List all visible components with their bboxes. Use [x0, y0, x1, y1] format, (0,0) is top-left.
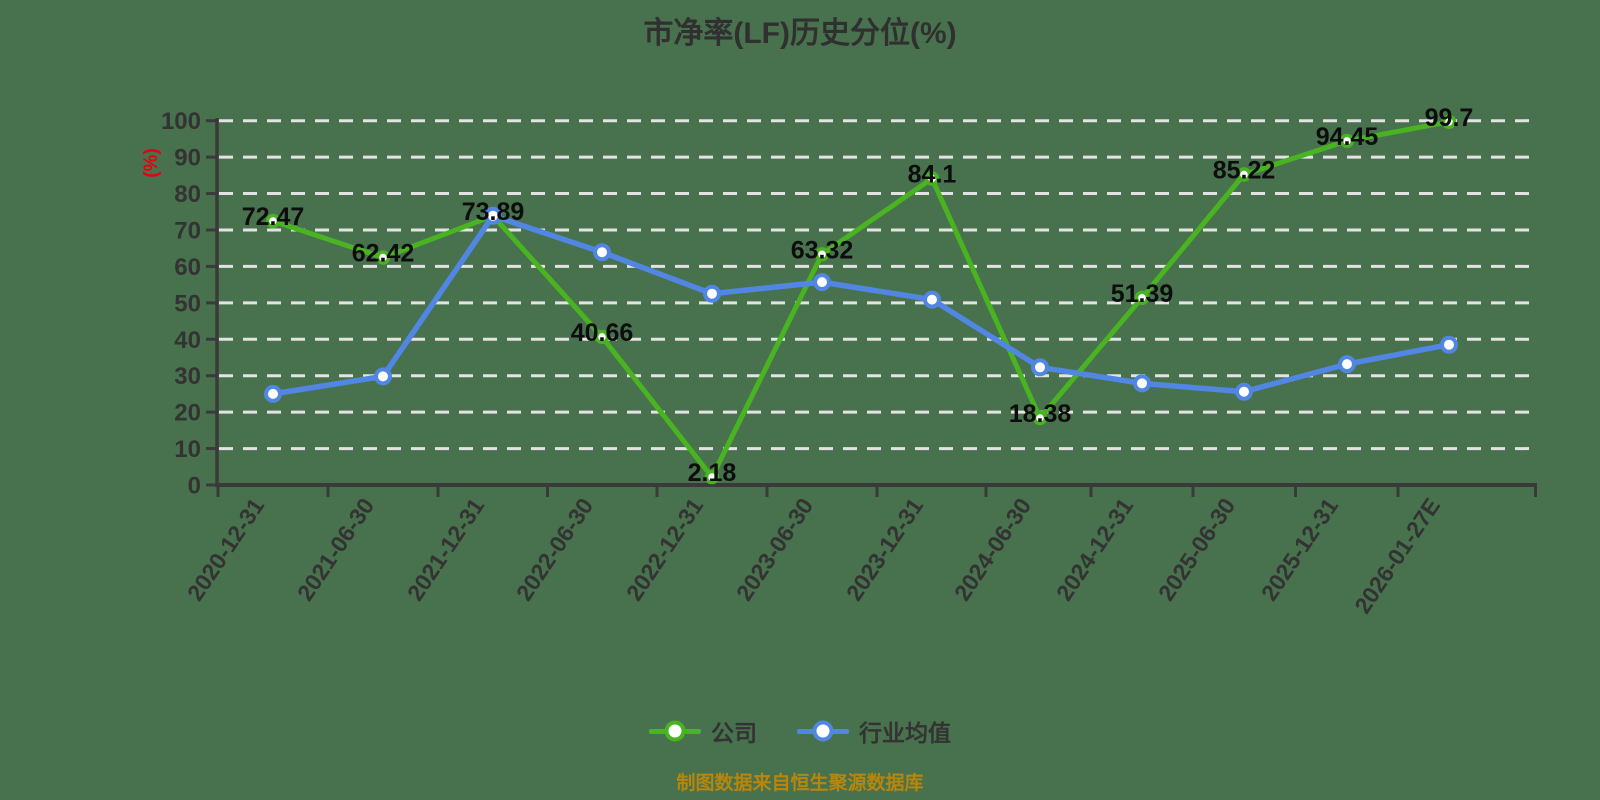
company-point-marker [1032, 410, 1048, 426]
legend-label-industry-average: 行业均值 [859, 720, 951, 746]
company-point-label: 2.18 [688, 459, 737, 487]
company-point-label: 63.32 [791, 236, 854, 264]
company-point-label: 40.66 [571, 319, 634, 347]
legend-label-company: 公司 [711, 720, 757, 746]
industry-point-marker [484, 206, 502, 225]
industry-legend-marker-icon [797, 719, 849, 743]
company-point-label: 84.1 [908, 161, 957, 189]
industry-point-marker [264, 384, 282, 403]
company-point-marker [265, 213, 281, 229]
y-tick-label: 90 [174, 145, 201, 172]
y-tick-label: 0 [188, 473, 201, 500]
y-tick-label: 30 [174, 363, 201, 390]
y-tick-label: 50 [174, 290, 201, 317]
company-legend-marker-icon [649, 719, 701, 743]
x-axis-label: 2022-12-31 [621, 493, 708, 605]
x-axis-label: 2023-06-30 [731, 493, 818, 605]
industry-legend-dot-icon [812, 720, 834, 742]
company-point-marker [704, 469, 720, 485]
y-tick-label: 100 [161, 108, 201, 135]
x-axis-label: 2024-12-31 [1051, 493, 1138, 605]
legend-item-industry-average[interactable]: 行业均值 [797, 714, 951, 748]
x-axis-label: 2026-01-27E [1349, 493, 1445, 618]
industry-point-marker [1133, 374, 1151, 393]
company-point-marker [1236, 167, 1252, 182]
industry-point-marker [923, 290, 941, 309]
data-source-note: 制图数据来自恒生聚源数据库 [676, 773, 924, 794]
industry-point-marker [1235, 382, 1253, 401]
chart-title: 市净率(LF)历史分位(%) [643, 17, 957, 50]
chart-legend: 公司 行业均值 [0, 714, 1600, 748]
legend-item-company[interactable]: 公司 [649, 714, 757, 748]
x-axis-label: 2025-12-31 [1256, 493, 1343, 605]
industry-point-marker [1338, 355, 1356, 374]
company-legend-dot-icon [664, 720, 686, 742]
company-point-label: 72.47 [242, 203, 305, 231]
company-point-label: 94.45 [1316, 123, 1379, 151]
y-tick-label: 20 [174, 400, 201, 427]
company-point-marker [1441, 114, 1457, 130]
industry-series-line [270, 213, 1452, 397]
company-point-label: 18.38 [1009, 400, 1072, 428]
industry-point-marker [703, 284, 721, 303]
company-point-label: 73.89 [462, 198, 525, 226]
company-point-marker [1134, 290, 1150, 305]
y-tick-label: 70 [174, 217, 201, 244]
company-point-label: 62.42 [352, 240, 415, 268]
industry-point-marker [374, 367, 392, 386]
company-point-label: 99.7 [1425, 104, 1474, 132]
company-point-marker [375, 250, 391, 265]
company-point-label: 51.39 [1111, 280, 1174, 308]
company-point-marker [1339, 133, 1355, 149]
y-tick-label: 80 [174, 181, 201, 208]
industry-point-marker [813, 273, 831, 292]
y-tick-label: 40 [174, 327, 201, 354]
company-point-label: 85.22 [1213, 157, 1276, 185]
x-axis-label: 2021-06-30 [292, 493, 379, 605]
company-point-marker [594, 329, 610, 345]
x-axis-label: 2023-12-31 [841, 493, 928, 605]
x-axis-label: 2021-12-31 [402, 493, 489, 605]
x-axis-label: 2022-06-30 [511, 493, 598, 605]
y-tick-label: 60 [174, 254, 201, 281]
industry-point-marker [1440, 335, 1458, 354]
company-point-marker [924, 171, 940, 186]
y-tick-label: 10 [174, 436, 201, 463]
x-axis-label: 2020-12-31 [182, 493, 269, 605]
company-series-line [270, 119, 1452, 480]
x-axis-label: 2024-06-30 [949, 493, 1036, 605]
industry-point-marker [1031, 358, 1049, 377]
company-point-marker [814, 247, 830, 262]
industry-point-marker [593, 243, 611, 262]
x-axis-label: 2025-06-30 [1153, 493, 1240, 605]
